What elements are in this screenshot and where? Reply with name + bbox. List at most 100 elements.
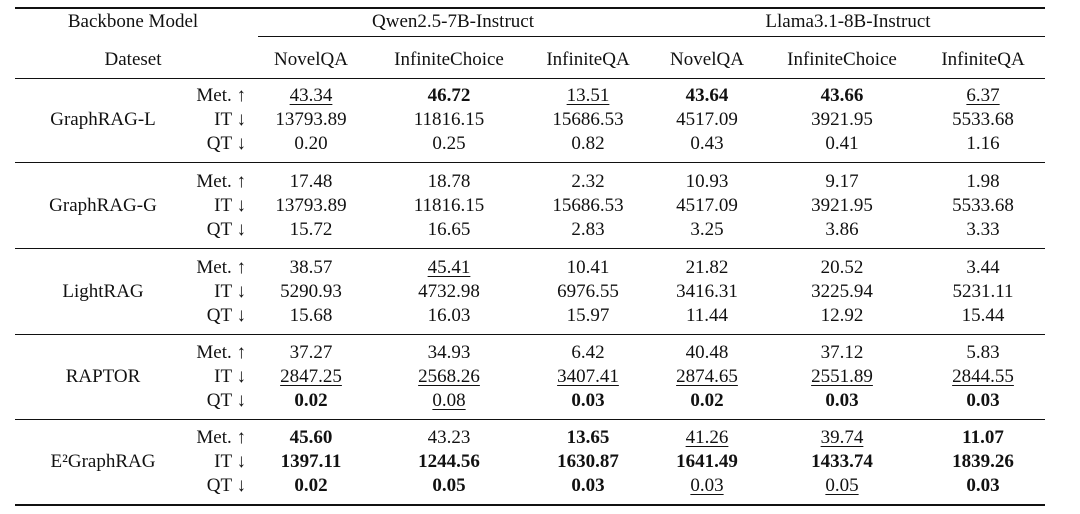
metric-label: IT ↓ xyxy=(214,451,246,472)
metric-label: IT ↓ xyxy=(214,366,246,387)
header-label: Backbone Model xyxy=(67,11,199,32)
cell: 1244.56 xyxy=(418,451,480,472)
cell: 46.72 xyxy=(427,85,471,106)
cell: 1641.49 xyxy=(676,451,738,472)
cell: 11.44 xyxy=(685,305,729,326)
cell: 15.68 xyxy=(289,305,333,326)
metric-label: IT ↓ xyxy=(214,281,246,302)
cell: 15.97 xyxy=(566,305,610,326)
cell: 34.93 xyxy=(427,342,471,363)
cell: 3.33 xyxy=(966,219,1000,240)
cell: 37.27 xyxy=(289,342,333,363)
cell: 2844.55 xyxy=(952,366,1014,387)
cell: 0.03 xyxy=(966,390,1000,411)
cell: 3.25 xyxy=(690,219,724,240)
cell: 43.34 xyxy=(289,85,333,106)
cell: 1.16 xyxy=(966,133,1000,154)
cell: 1.98 xyxy=(966,171,1000,192)
cell: 0.03 xyxy=(690,475,724,496)
cell: 39.74 xyxy=(820,427,864,448)
cell: 5533.68 xyxy=(952,195,1014,216)
model-header: Llama3.1-8B-Instruct xyxy=(765,11,931,32)
cell: 0.43 xyxy=(690,133,724,154)
cell: 11816.15 xyxy=(413,109,485,130)
dataset-header: InfiniteChoice xyxy=(394,49,504,70)
cell: 10.41 xyxy=(566,257,610,278)
cell: 6.42 xyxy=(571,342,605,363)
cell: 6976.55 xyxy=(557,281,619,302)
dataset-header: InfiniteQA xyxy=(941,49,1025,70)
metric-label: QT ↓ xyxy=(206,219,246,240)
cell: 2.32 xyxy=(571,171,605,192)
cell: 40.48 xyxy=(685,342,729,363)
cell: 1433.74 xyxy=(811,451,873,472)
cell: 38.57 xyxy=(289,257,333,278)
cell: 15.72 xyxy=(289,219,333,240)
cell: 10.93 xyxy=(685,171,729,192)
cell: 5231.11 xyxy=(952,281,1014,302)
cell: 5290.93 xyxy=(280,281,342,302)
metric-label: QT ↓ xyxy=(206,305,246,326)
cell: 4517.09 xyxy=(676,195,738,216)
metric-label: IT ↓ xyxy=(214,109,246,130)
cell: 13.65 xyxy=(566,427,610,448)
cell: 3416.31 xyxy=(676,281,738,302)
cell: 17.48 xyxy=(289,171,333,192)
cell: 2568.26 xyxy=(418,366,480,387)
cell: 4732.98 xyxy=(418,281,480,302)
cell: 45.60 xyxy=(289,427,333,448)
metric-label: QT ↓ xyxy=(206,133,246,154)
method-name: GraphRAG-L xyxy=(50,109,156,130)
cell: 0.02 xyxy=(294,475,328,496)
cell: 12.92 xyxy=(820,305,864,326)
method-name: E²GraphRAG xyxy=(50,451,156,472)
cell: 11.07 xyxy=(962,427,1004,448)
dataset-header: InfiniteChoice xyxy=(787,49,897,70)
cell: 5533.68 xyxy=(952,109,1014,130)
group-rule xyxy=(15,248,1045,249)
cell: 2847.25 xyxy=(280,366,342,387)
cell: 43.64 xyxy=(685,85,729,106)
cell: 37.12 xyxy=(820,342,864,363)
group-rule xyxy=(15,162,1045,163)
cell: 0.02 xyxy=(294,390,328,411)
cell: 3921.95 xyxy=(811,109,873,130)
metric-label: Met. ↑ xyxy=(196,171,246,192)
cell: 45.41 xyxy=(427,257,471,278)
cell: 18.78 xyxy=(427,171,471,192)
cell: 2874.65 xyxy=(676,366,738,387)
header-rule xyxy=(258,36,1045,37)
dataset-header: NovelQA xyxy=(274,49,348,70)
cell: 1630.87 xyxy=(557,451,619,472)
cell: 0.05 xyxy=(432,475,466,496)
cell: 2551.89 xyxy=(811,366,873,387)
model-header: Qwen2.5-7B-Instruct xyxy=(372,11,534,32)
cell: 0.20 xyxy=(294,133,328,154)
cell: 13.51 xyxy=(566,85,610,106)
cell: 0.03 xyxy=(571,390,605,411)
cell: 16.65 xyxy=(427,219,471,240)
cell: 13793.89 xyxy=(275,109,347,130)
cell: 15686.53 xyxy=(552,195,624,216)
cell: 0.08 xyxy=(432,390,466,411)
cell: 13793.89 xyxy=(275,195,347,216)
metric-label: QT ↓ xyxy=(206,475,246,496)
cell: 0.41 xyxy=(825,133,859,154)
cell: 2.83 xyxy=(571,219,605,240)
cell: 43.66 xyxy=(820,85,864,106)
cell: 0.05 xyxy=(825,475,859,496)
metric-label: IT ↓ xyxy=(214,195,246,216)
cell: 3407.41 xyxy=(557,366,619,387)
cell: 9.17 xyxy=(825,171,859,192)
cell: 4517.09 xyxy=(676,109,738,130)
bottom-rule xyxy=(15,504,1045,506)
cell: 0.25 xyxy=(432,133,466,154)
method-name: GraphRAG-G xyxy=(49,195,157,216)
cell: 0.03 xyxy=(966,475,1000,496)
cell: 3.44 xyxy=(966,257,1000,278)
cell: 5.83 xyxy=(966,342,1000,363)
cell: 3.86 xyxy=(825,219,859,240)
cell: 0.03 xyxy=(825,390,859,411)
cell: 15.44 xyxy=(961,305,1005,326)
